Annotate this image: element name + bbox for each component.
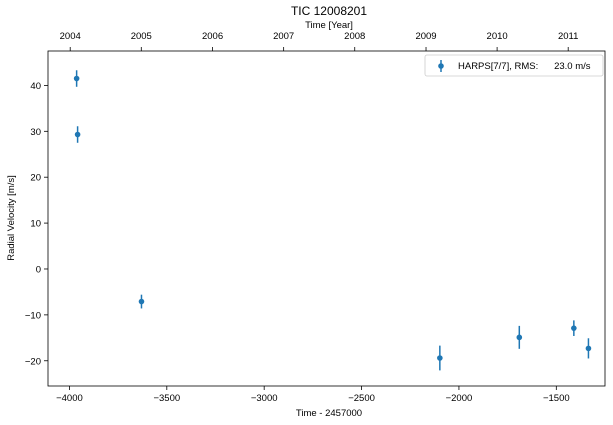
- top-tick-label: 2011: [558, 31, 578, 42]
- y-tick-label: 10: [30, 219, 41, 230]
- data-point: [571, 325, 577, 331]
- data-point: [437, 355, 443, 361]
- top-tick-label: 2005: [131, 31, 152, 42]
- data-point: [74, 131, 81, 138]
- x-axis-label: Time - 2457000: [296, 408, 362, 419]
- top-tick-label: 2004: [60, 31, 81, 42]
- top-tick-label: 2006: [202, 31, 223, 42]
- data-point: [138, 298, 145, 305]
- axis-ticks: −4000 −3500 −3000 −2500 −2000 −1500 −20 −10 0 10 2…: [25, 31, 579, 404]
- y-axis-label: Radial Velocity [m/s]: [6, 175, 17, 261]
- x-tick-label: −3000: [251, 393, 278, 404]
- y-tick-label: −10: [25, 310, 41, 321]
- data-point: [585, 345, 592, 352]
- x-tick-label: −2500: [348, 393, 375, 404]
- legend-box: [424, 54, 604, 77]
- x-tick-label: −4000: [56, 393, 83, 404]
- data-point: [516, 334, 523, 341]
- x-tick-label: −1500: [543, 393, 570, 404]
- y-tick-label: −20: [25, 356, 41, 367]
- top-axis-label: Time [Year]: [305, 20, 353, 31]
- chart-title: TIC 12008201: [291, 4, 367, 18]
- top-tick-label: 2009: [415, 31, 436, 42]
- plot-frame: [47, 50, 606, 387]
- x-tick-label: −3500: [153, 393, 180, 404]
- x-tick-label: −2000: [446, 393, 473, 404]
- y-tick-label: 40: [30, 81, 41, 92]
- top-tick-label: 2007: [273, 31, 294, 42]
- legend-marker: [438, 63, 444, 69]
- legend: HARPS[7/7], RMS: 23.0 m/s: [424, 54, 604, 77]
- y-tick-label: 20: [30, 173, 41, 184]
- top-tick-label: 2008: [344, 31, 365, 42]
- data-series: [73, 70, 592, 371]
- top-tick-label: 2010: [487, 31, 508, 42]
- data-point: [73, 75, 80, 82]
- y-tick-label: 30: [30, 127, 41, 138]
- legend-label: HARPS[7/7], RMS: 23.0 m/s: [458, 61, 591, 72]
- y-tick-label: 0: [36, 264, 41, 275]
